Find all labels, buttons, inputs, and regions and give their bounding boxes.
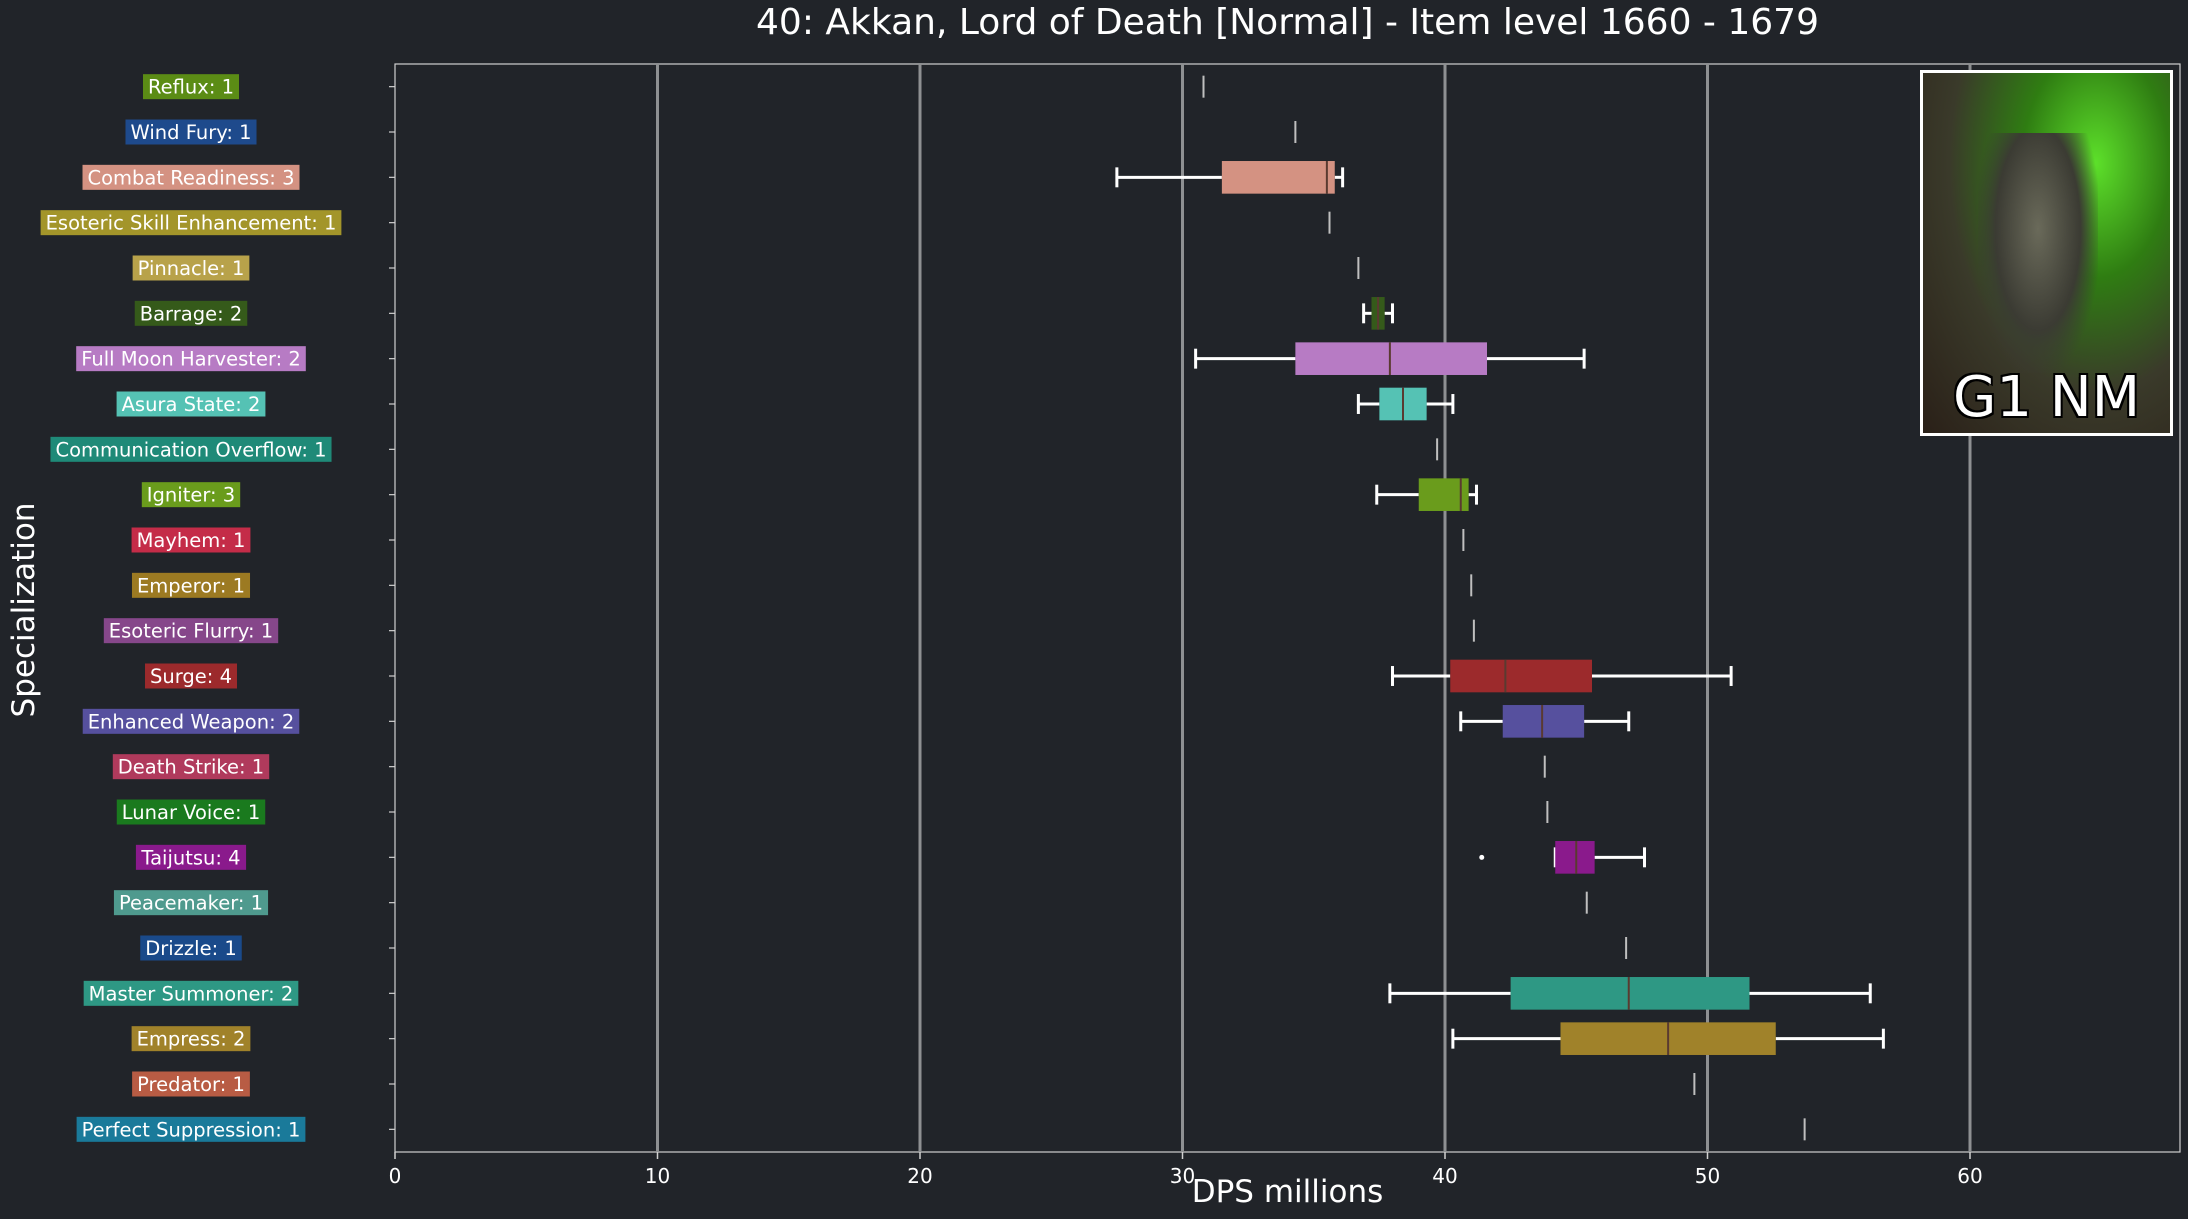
category-label-background — [140, 935, 242, 961]
x-tick-label: 40 — [1432, 1164, 1457, 1188]
box — [1221, 161, 1335, 194]
category-label-background — [131, 572, 251, 598]
category-label: Igniter: 3 — [147, 484, 235, 507]
category-label: Death Strike: 1 — [118, 756, 264, 779]
category-label: Perfect Suppression: 1 — [82, 1118, 301, 1141]
category-label-background — [83, 980, 299, 1006]
category-label: Enhanced Weapon: 2 — [88, 710, 295, 733]
category-label-background — [113, 890, 269, 916]
category-label-background — [103, 618, 279, 644]
boss-portrait-image: G1 NM — [1920, 70, 2173, 436]
category-label: Master Summoner: 2 — [89, 982, 294, 1005]
category-label-background — [135, 844, 247, 870]
box — [1450, 659, 1592, 693]
category-label: Esoteric Skill Enhancement: 1 — [46, 212, 337, 235]
difficulty-tag: G1 NM — [1952, 365, 2141, 430]
category-label-background — [76, 1116, 306, 1142]
category-label: Full Moon Harvester: 2 — [81, 348, 301, 371]
category-label-background — [131, 527, 251, 553]
x-tick-label: 30 — [1170, 1164, 1195, 1188]
category-label-background — [131, 1026, 251, 1052]
x-tick-label: 60 — [1957, 1164, 1982, 1188]
box — [1295, 342, 1487, 375]
x-tick-label: 50 — [1695, 1164, 1720, 1188]
category-label-background — [82, 708, 300, 734]
box — [1555, 841, 1595, 874]
category-label: Wind Fury: 1 — [130, 121, 251, 144]
x-tick-label: 0 — [389, 1164, 402, 1188]
category-label-background — [112, 754, 270, 780]
category-label-background — [116, 391, 266, 417]
category-label: Combat Readiness: 3 — [88, 166, 295, 189]
category-label: Communication Overflow: 1 — [55, 438, 326, 461]
category-label: Peacemaker: 1 — [119, 892, 263, 915]
category-label: Empress: 2 — [137, 1028, 246, 1051]
category-label: Esoteric Flurry: 1 — [109, 620, 273, 643]
category-label: Emperor: 1 — [137, 574, 245, 597]
box — [1510, 977, 1750, 1010]
category-label-background — [145, 663, 237, 689]
box — [1502, 705, 1585, 738]
category-label: Barrage: 2 — [140, 302, 243, 325]
category-label: Mayhem: 1 — [137, 529, 246, 552]
category-label-background — [134, 300, 248, 326]
category-label: Asura State: 2 — [122, 393, 261, 416]
chart-title: 40: Akkan, Lord of Death [Normal] - Item… — [756, 2, 1819, 43]
category-label: Lunar Voice: 1 — [122, 801, 260, 824]
category-label: Drizzle: 1 — [145, 937, 237, 960]
category-label-background — [142, 74, 240, 100]
category-label-background — [132, 255, 250, 281]
category-label-background — [141, 482, 241, 508]
category-label: Predator: 1 — [137, 1073, 245, 1096]
category-label-background — [76, 346, 306, 372]
category-label: Taijutsu: 4 — [140, 846, 240, 869]
plot-frame — [394, 63, 2181, 1153]
category-label-background — [82, 164, 300, 190]
category-label-background — [125, 119, 257, 145]
category-label: Surge: 4 — [150, 665, 232, 688]
category-label: Reflux: 1 — [148, 76, 234, 99]
x-axis-label: DPS millions — [1191, 1174, 1384, 1210]
category-label-background — [116, 799, 266, 825]
boss-figure — [1978, 133, 2098, 373]
category-label-background — [132, 1071, 250, 1097]
category-label-background — [50, 436, 332, 462]
x-tick-label: 20 — [907, 1164, 932, 1188]
outlier-point — [1479, 854, 1485, 860]
category-label-background — [40, 210, 342, 236]
x-tick-label: 10 — [645, 1164, 670, 1188]
category-label: Pinnacle: 1 — [138, 257, 245, 280]
